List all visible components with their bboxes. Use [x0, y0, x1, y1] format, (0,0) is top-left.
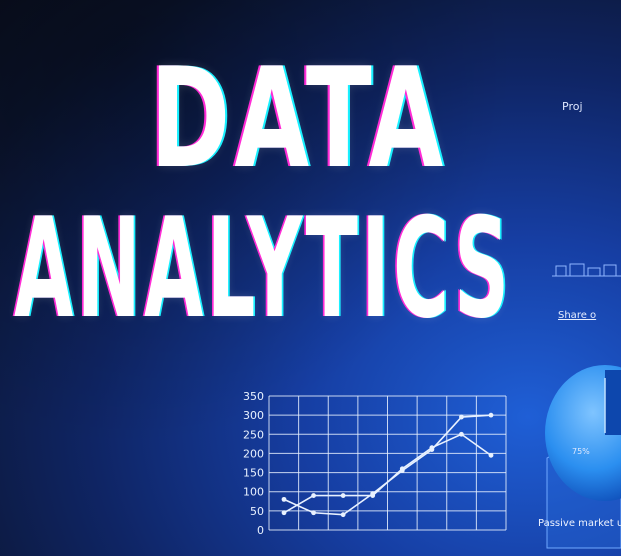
footer-caption: Passive market u: [538, 518, 621, 529]
series-point: [488, 452, 494, 458]
y-tick-label: 300: [243, 409, 264, 422]
headline-line-data: DATA: [150, 38, 448, 199]
series-point: [488, 412, 494, 418]
series-point: [340, 493, 346, 498]
y-tick-label: 350: [243, 390, 264, 403]
mini-bar-chart: [552, 263, 621, 277]
series-point: [370, 493, 376, 498]
series-point: [281, 510, 287, 516]
series-point: [459, 431, 464, 437]
y-tick-label: 100: [243, 486, 264, 499]
y-tick-label: 0: [257, 524, 264, 537]
pie-percent-label: 75%: [572, 447, 590, 456]
series-point: [399, 466, 405, 472]
y-tick-label: 200: [243, 447, 264, 460]
pie-slice-cut: [605, 370, 621, 435]
series-point: [459, 414, 464, 420]
y-tick-label: 250: [243, 428, 264, 441]
headline-line-analytics: ANALYTICS: [14, 188, 513, 349]
pie-slice-main: [545, 365, 621, 501]
share-label: Share o: [558, 310, 597, 321]
series-point: [340, 512, 346, 518]
y-tick-label: 50: [250, 505, 264, 518]
series-point: [311, 510, 316, 516]
projection-label: Proj: [562, 100, 583, 113]
series-line-2: [283, 433, 492, 514]
right-panel: Proj Share o 75%: [526, 0, 621, 556]
headline: DATA ANALYTICS: [14, 38, 513, 349]
line-chart: 0 50 100 150 200 250 300 350: [243, 390, 507, 537]
pie-chart-graphic: [545, 365, 621, 549]
series-point: [311, 493, 316, 498]
series-point: [281, 496, 287, 502]
series-point: [429, 445, 435, 451]
y-tick-label: 150: [243, 467, 264, 480]
